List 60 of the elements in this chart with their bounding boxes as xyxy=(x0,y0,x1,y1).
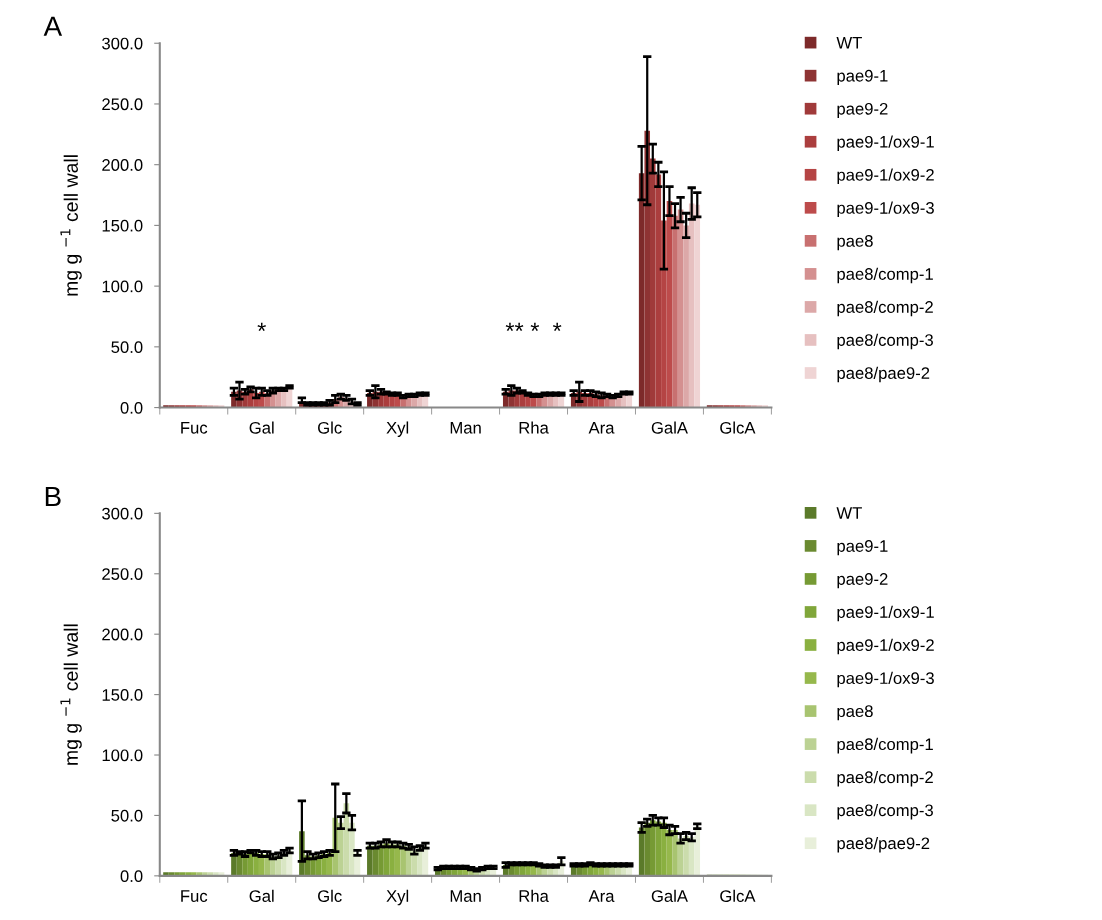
legend-label: pae9-1/ox9-2 xyxy=(837,168,934,185)
legend-label: pae8/comp-1 xyxy=(837,737,933,754)
x-tick-label: Man xyxy=(450,890,481,902)
legend-label: pae9-1/ox9-1 xyxy=(837,605,934,622)
legend-label: pae8/comp-2 xyxy=(837,300,933,317)
x-tick-label: GalA xyxy=(651,889,688,902)
y-tick-label: 100.0 xyxy=(102,749,143,762)
legend-label: pae8/comp-3 xyxy=(837,333,933,350)
legend-label: WT xyxy=(836,36,862,49)
y-tick-label: 150.0 xyxy=(102,689,143,701)
legend-label: WT xyxy=(836,507,862,519)
x-tick-label: Glc xyxy=(318,421,342,434)
x-tick-label: Rha xyxy=(519,421,549,434)
legend-label: pae8/pae9-2 xyxy=(837,836,930,853)
legend-label: pae9-1/ox9-3 xyxy=(837,671,934,688)
y-tick-label: 50.0 xyxy=(111,809,143,822)
chart-title: A xyxy=(43,16,63,36)
legend-label: pae9-2 xyxy=(837,573,888,589)
x-tick-label: Xyl xyxy=(386,421,409,437)
y-tick-label: 50.0 xyxy=(111,341,143,354)
chart-title: B xyxy=(45,486,61,507)
annotation: ** * * xyxy=(505,322,562,332)
legend-label: pae8 xyxy=(837,705,873,721)
y-tick-label: 300.0 xyxy=(102,507,143,520)
y-tick-label: 200.0 xyxy=(102,628,143,641)
legend-label: pae8/pae9-2 xyxy=(837,366,930,383)
legend-label: pae8/comp-1 xyxy=(837,267,933,284)
legend-label: pae8/comp-2 xyxy=(837,770,933,787)
legend-label: pae8 xyxy=(837,235,873,251)
x-tick-label: Glc xyxy=(318,889,342,902)
x-tick-label: Ara xyxy=(588,890,615,902)
y-tick-label: 200.0 xyxy=(102,159,143,171)
x-tick-label: Man xyxy=(450,422,481,434)
y-tick-label: 0.0 xyxy=(120,401,143,414)
y-axis-title: mg g $^{−1}$ cell wall xyxy=(60,155,82,296)
legend-label: pae9-2 xyxy=(837,102,888,118)
legend-label: pae9-1 xyxy=(837,540,888,556)
x-tick-label: GlcA xyxy=(720,421,756,434)
y-tick-label: 100.0 xyxy=(102,280,143,293)
y-tick-label: 300.0 xyxy=(102,37,143,50)
y-tick-label: 250.0 xyxy=(102,568,143,580)
legend-label: pae9-1/ox9-3 xyxy=(837,201,934,218)
x-tick-label: GlcA xyxy=(720,889,756,902)
legend-label: pae9-1/ox9-2 xyxy=(837,638,934,655)
x-tick-label: Xyl xyxy=(386,889,409,906)
annotation: * xyxy=(257,322,266,332)
legend-label: pae8/comp-3 xyxy=(837,803,933,820)
x-tick-label: Rha xyxy=(519,889,549,902)
x-tick-label: Ara xyxy=(588,422,615,434)
x-tick-label: Gal xyxy=(249,889,274,902)
y-axis-title: mg g $^{−1}$ cell wall xyxy=(60,624,82,765)
x-tick-label: Fuc xyxy=(181,890,208,902)
y-tick-label: 0.0 xyxy=(120,870,143,883)
x-tick-label: GalA xyxy=(651,421,688,434)
legend-label: pae9-1 xyxy=(837,69,888,85)
legend-label: pae9-1/ox9-1 xyxy=(837,135,934,152)
y-tick-label: 250.0 xyxy=(102,98,143,111)
x-tick-label: Fuc xyxy=(181,422,208,434)
y-tick-label: 150.0 xyxy=(102,219,143,232)
x-tick-label: Gal xyxy=(249,421,274,434)
